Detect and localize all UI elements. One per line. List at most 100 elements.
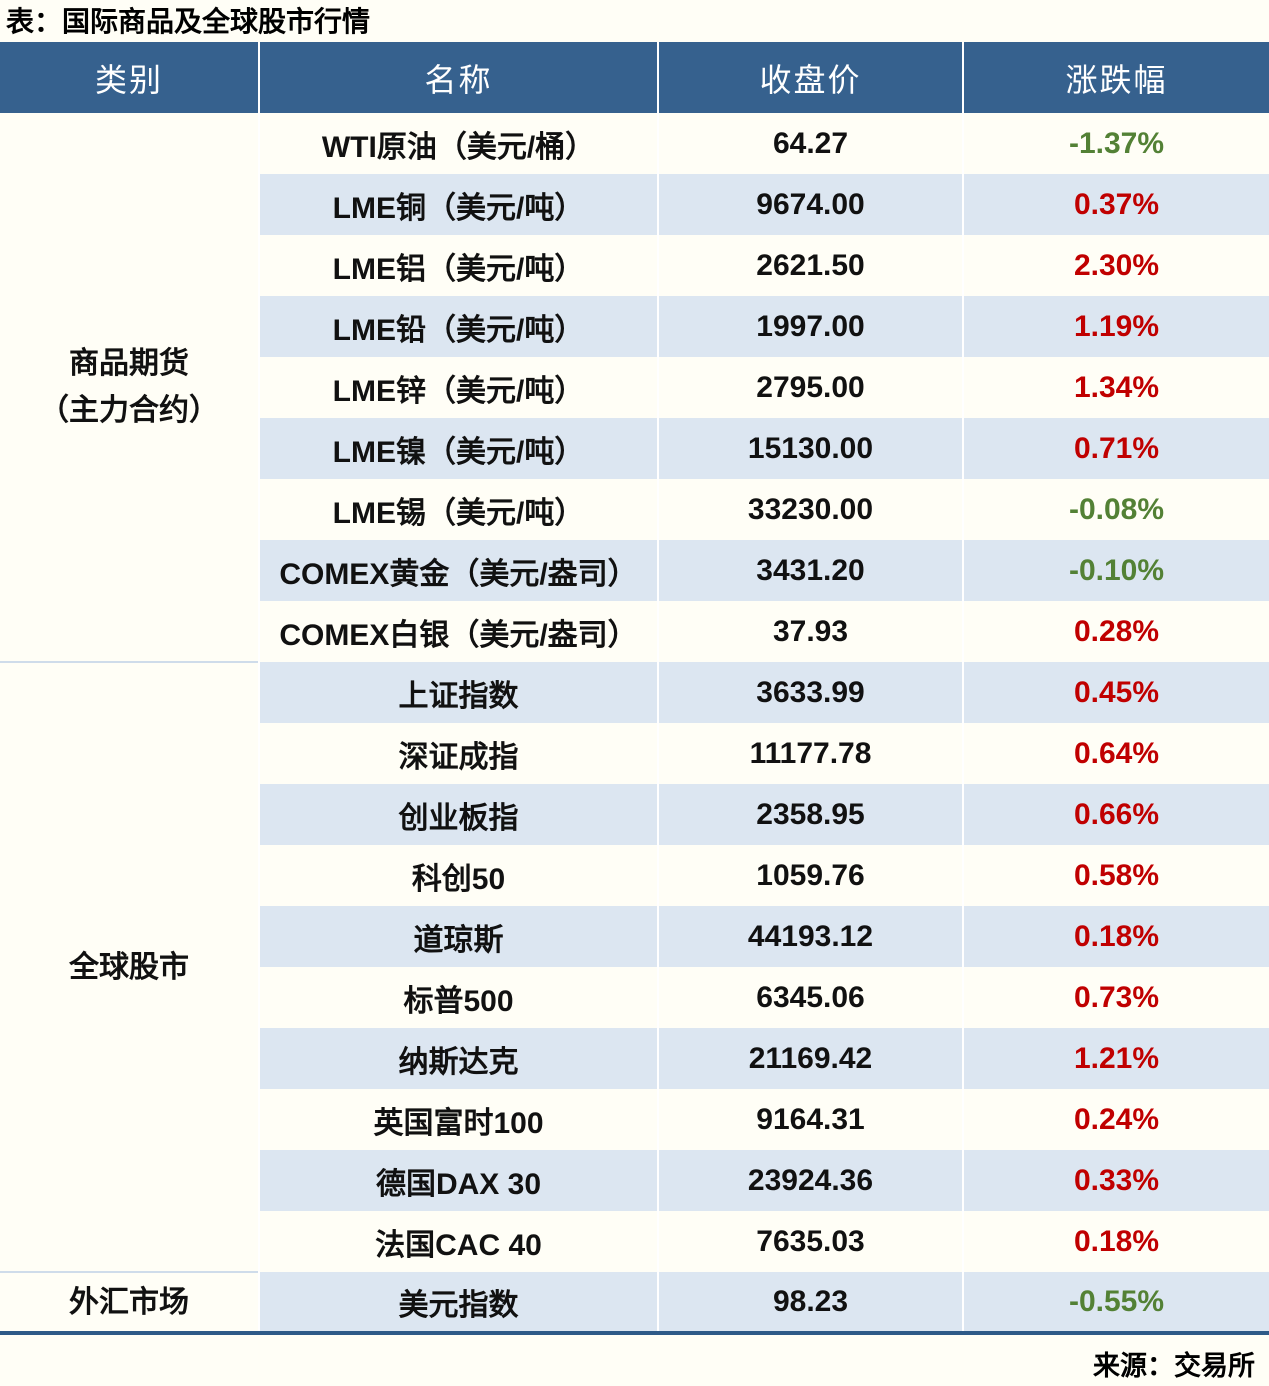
name-cell: COMEX白银（美元/盎司）: [279, 618, 638, 652]
change-value: 0.71%: [1073, 431, 1160, 465]
change-cell: 0.71%: [962, 418, 1269, 479]
change-value: -0.10%: [1068, 553, 1165, 587]
close-cell: 1059.76: [657, 845, 963, 906]
change-value: 0.58%: [1073, 858, 1160, 892]
table-row: LME铜（美元/吨） 9674.00 0.37%: [0, 174, 1269, 235]
change-value: 2.30%: [1073, 248, 1160, 282]
table-title: 表：国际商品及全球股市行情: [6, 6, 371, 37]
name-cell: WTI原油（美元/桶）: [258, 113, 658, 174]
table-row: LME铝（美元/吨） 2621.50 2.30%: [0, 235, 1269, 296]
category-cell-commodities: 商品期货 （主力合约）: [0, 113, 260, 662]
name-cell: LME铝（美元/吨）: [332, 252, 585, 286]
category-label: 外汇市场: [69, 1285, 189, 1319]
table-row: 全球股市 上证指数 3633.99 0.45%: [0, 661, 1269, 1272]
change-cell: 0.28%: [962, 601, 1269, 662]
close-cell: 37.93: [657, 601, 963, 662]
column-header-name: 名称: [258, 42, 658, 113]
change-value: -0.55%: [1068, 1284, 1165, 1318]
change-cell: 0.18%: [962, 906, 1269, 967]
name-cell: 纳斯达克: [259, 1028, 658, 1089]
change-value: 1.21%: [1073, 1041, 1160, 1075]
name-cell: LME铅（美元/吨）: [259, 296, 658, 357]
category-cell-forex: 外汇市场: [0, 1271, 260, 1333]
table-row: 标普500 6345.06 0.73%: [0, 967, 1269, 1028]
close-cell: 23924.36: [657, 1150, 963, 1211]
table-row: LME镍（美元/吨） 15130.00 0.71%: [0, 418, 1269, 479]
name-cell: 道琼斯: [259, 906, 658, 967]
change-cell: 0.45%: [962, 662, 1269, 723]
change-value: -1.37%: [1068, 126, 1165, 160]
close-cell: 6345.06: [657, 967, 963, 1028]
close-cell: 15130.00: [657, 418, 963, 479]
close-cell: 98.23: [657, 1272, 963, 1333]
close-cell: 21169.42: [657, 1028, 963, 1089]
table-row: 英国富时100 9164.31 0.24%: [0, 1089, 1269, 1150]
table-row: 德国DAX 30 23924.36 0.33%: [0, 1150, 1269, 1211]
close-cell: 2795.00: [657, 357, 963, 418]
market-table: 类别 名称 收盘价 涨跌幅 商品期货 （主力合约） WTI原油（美元/桶） 64…: [0, 42, 1269, 1335]
change-cell: 0.37%: [962, 174, 1269, 235]
category-cell-stocks: 全球股市: [0, 661, 260, 1272]
change-cell: 0.33%: [962, 1150, 1269, 1211]
name-cell: 德国DAX 30: [259, 1150, 658, 1211]
name-cell: 科创50: [411, 862, 506, 896]
change-cell: 0.18%: [962, 1211, 1269, 1272]
name-cell: 法国CAC 40: [375, 1228, 542, 1262]
close-cell: 2358.95: [657, 784, 963, 845]
change-value: 1.34%: [1073, 370, 1160, 404]
close-cell: 44193.12: [657, 906, 963, 967]
table-row: 外汇市场 美元指数 98.23 -0.55%: [0, 1271, 1269, 1333]
table-row: 科创50 1059.76 0.58%: [0, 845, 1269, 906]
change-value: 0.45%: [1073, 675, 1160, 709]
close-cell: 11177.78: [657, 723, 963, 784]
change-value: -0.08%: [1068, 492, 1165, 526]
category-label: 全球股市: [69, 950, 189, 984]
source-note: 来源：交易所: [1093, 1351, 1255, 1381]
column-header-category: 类别: [0, 42, 259, 113]
change-cell: 1.19%: [962, 296, 1269, 357]
table-row: COMEX黄金（美元/盎司） 3431.20 -0.10%: [0, 540, 1269, 601]
change-cell: -0.10%: [962, 540, 1269, 601]
table-row: 道琼斯 44193.12 0.18%: [0, 906, 1269, 967]
table-row: LME锌（美元/吨） 2795.00 1.34%: [0, 357, 1269, 418]
name-cell: 美元指数: [258, 1272, 658, 1333]
change-cell: -0.55%: [962, 1272, 1269, 1333]
table-row: 创业板指 2358.95 0.66%: [0, 784, 1269, 845]
change-value: 0.28%: [1073, 614, 1160, 648]
table-row: 商品期货 （主力合约） WTI原油（美元/桶） 64.27 -1.37%: [0, 113, 1269, 662]
column-header-close: 收盘价: [657, 42, 963, 113]
name-cell: 英国富时100: [373, 1106, 544, 1140]
change-cell: -1.37%: [962, 113, 1269, 174]
table-row: 深证成指 11177.78 0.64%: [0, 723, 1269, 784]
name-cell: LME锌（美元/吨）: [332, 374, 585, 408]
change-cell: -0.08%: [962, 479, 1269, 540]
name-cell: COMEX黄金（美元/盎司）: [259, 540, 658, 601]
change-value: 0.37%: [1073, 187, 1160, 221]
change-value: 0.18%: [1073, 1224, 1160, 1258]
change-cell: 2.30%: [962, 235, 1269, 296]
change-value: 1.19%: [1073, 309, 1160, 343]
close-cell: 9674.00: [657, 174, 963, 235]
header-row: 类别 名称 收盘价 涨跌幅: [0, 42, 1269, 113]
close-cell: 2621.50: [657, 235, 963, 296]
table-row: LME锡（美元/吨） 33230.00 -0.08%: [0, 479, 1269, 540]
column-header-change: 涨跌幅: [962, 42, 1269, 113]
name-cell: 创业板指: [259, 784, 658, 845]
change-cell: 1.34%: [962, 357, 1269, 418]
table-row: COMEX白银（美元/盎司） 37.93 0.28%: [0, 601, 1269, 662]
change-cell: 0.73%: [962, 967, 1269, 1028]
name-cell: 深证成指: [398, 740, 519, 774]
name-cell: LME锡（美元/吨）: [332, 496, 585, 530]
change-cell: 0.58%: [962, 845, 1269, 906]
close-cell: 7635.03: [657, 1211, 963, 1272]
change-value: 0.24%: [1073, 1102, 1160, 1136]
change-cell: 1.21%: [962, 1028, 1269, 1089]
change-value: 0.33%: [1073, 1163, 1160, 1197]
close-cell: 3431.20: [657, 540, 963, 601]
table-row: 纳斯达克 21169.42 1.21%: [0, 1028, 1269, 1089]
table-row: 法国CAC 40 7635.03 0.18%: [0, 1211, 1269, 1272]
close-cell: 9164.31: [657, 1089, 963, 1150]
name-cell: LME铜（美元/吨）: [259, 174, 658, 235]
table-row: LME铅（美元/吨） 1997.00 1.19%: [0, 296, 1269, 357]
change-value: 0.64%: [1073, 736, 1160, 770]
